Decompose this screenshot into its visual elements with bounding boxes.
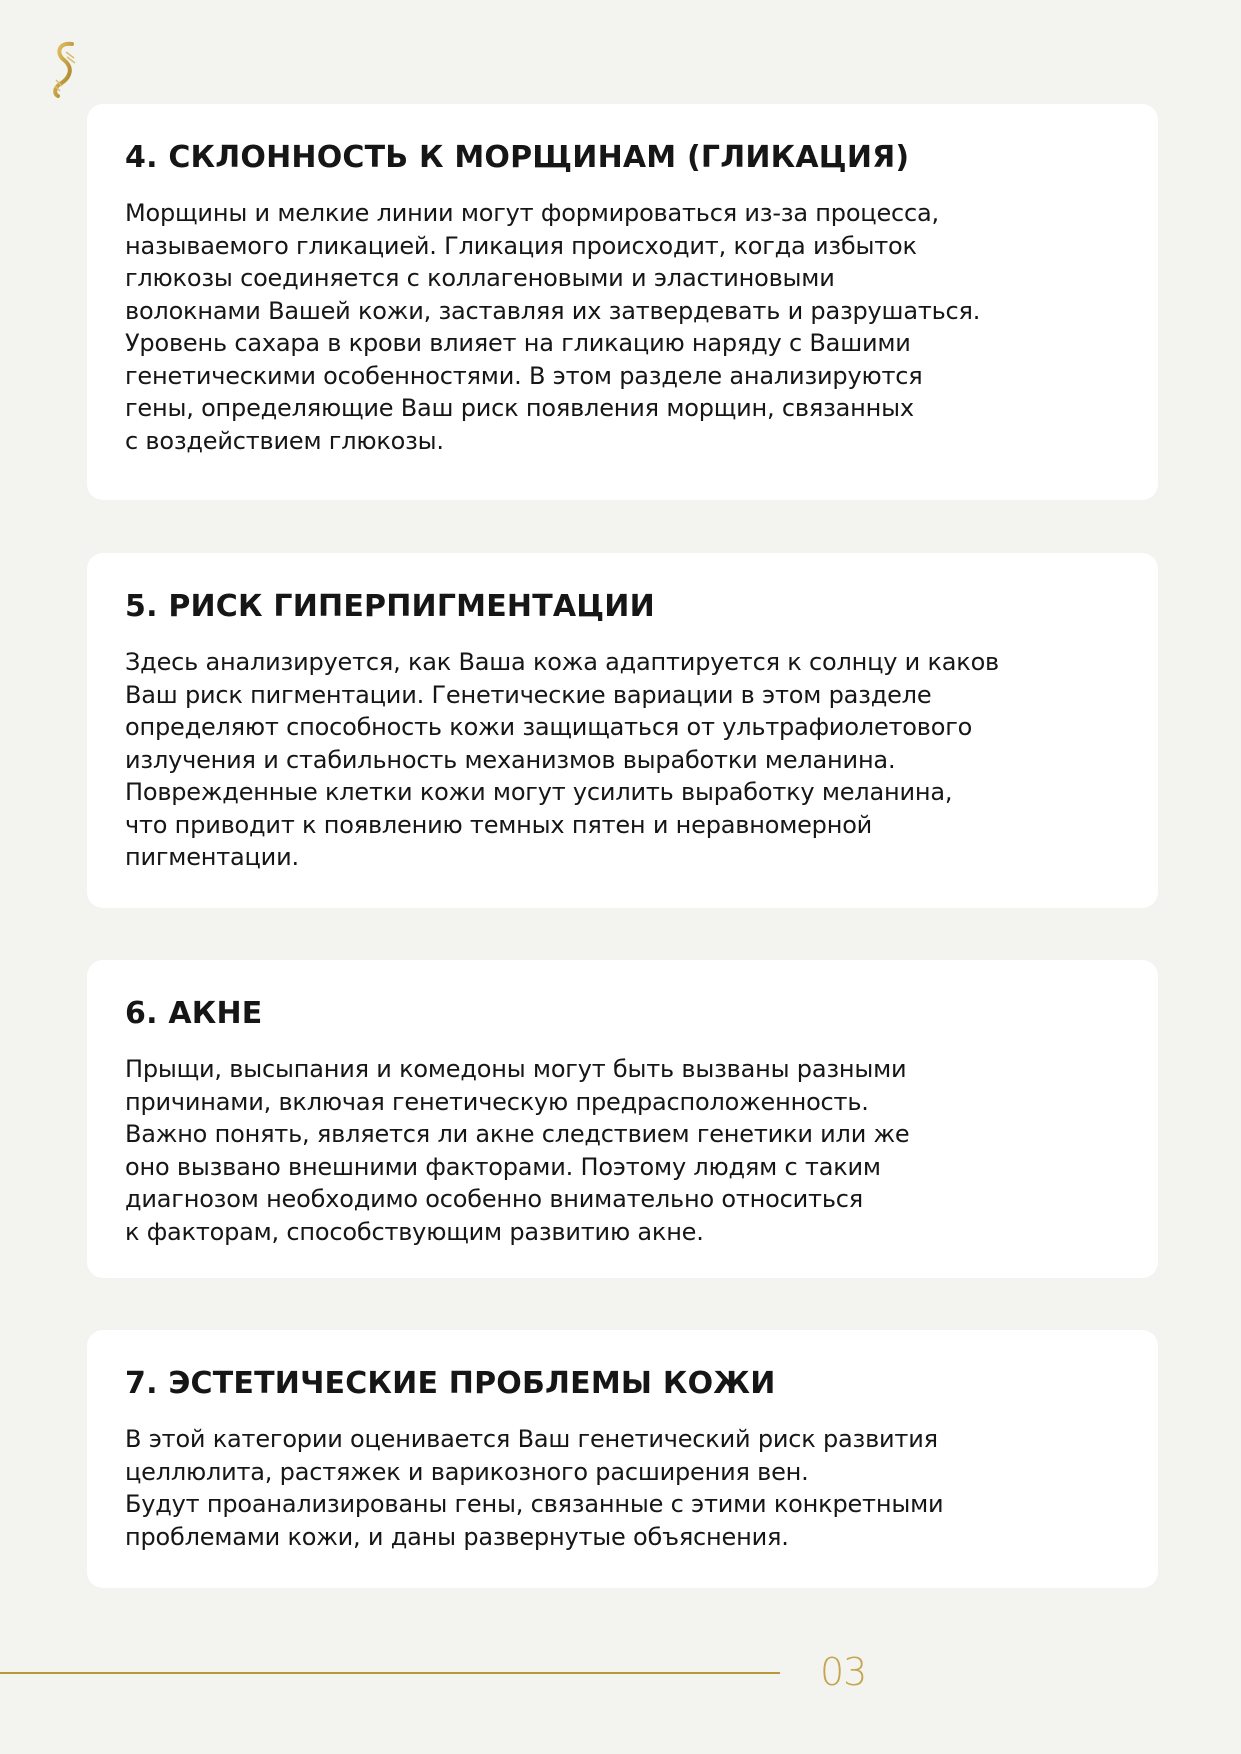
- body-line: к факторам, способствующим развитию акне…: [125, 1217, 704, 1246]
- body-line: Важно понять, является ли акне следствие…: [125, 1120, 910, 1148]
- section-body: В этой категории оценивается Ваш генетич…: [125, 1423, 1120, 1553]
- body-line: волокнами Вашей кожи, заставляя их затве…: [125, 296, 981, 325]
- body-line: причинами, включая генетическую предрасп…: [125, 1087, 869, 1116]
- body-line: целлюлита, растяжек и варикозного расшир…: [125, 1457, 809, 1486]
- footer-rule: [0, 1672, 780, 1674]
- section-body: Морщины и мелкие линии могут формировать…: [125, 197, 1120, 457]
- body-line: В этой категории оценивается Ваш генетич…: [125, 1425, 938, 1453]
- dna-helix-logo-icon: [53, 41, 76, 98]
- section-title: 6. АКНЕ: [125, 996, 263, 1031]
- body-line: определяют способность кожи защищаться о…: [125, 713, 973, 741]
- body-line: излучения и стабильность механизмов выра…: [125, 745, 896, 774]
- section-title: 5. РИСК ГИПЕРПИГМЕНТАЦИИ: [125, 589, 655, 624]
- body-line: глюкозы соединяется с коллагеновыми и эл…: [125, 264, 835, 292]
- body-line: генетическими особенностями. В этом разд…: [125, 361, 923, 390]
- body-line: с воздействием глюкозы.: [125, 426, 444, 455]
- body-line: Прыщи, высыпания и комедоны могут быть в…: [125, 1055, 907, 1083]
- section-title: 7. ЭСТЕТИЧЕСКИЕ ПРОБЛЕМЫ КОЖИ: [125, 1366, 776, 1401]
- body-line: проблемами кожи, и даны развернутые объя…: [125, 1522, 789, 1551]
- body-line: Поврежденные клетки кожи могут усилить в…: [125, 778, 953, 806]
- body-line: оно вызвано внешними факторами. Поэтому …: [125, 1152, 881, 1181]
- section-title: 4. СКЛОННОСТЬ К МОРЩИНАМ (ГЛИКАЦИЯ): [125, 140, 910, 175]
- body-line: Здесь анализируется, как Ваша кожа адапт…: [125, 648, 1000, 676]
- page-number: 03: [820, 1650, 867, 1694]
- body-line: пигментации.: [125, 843, 299, 871]
- body-line: Ваш риск пигментации. Генетические вариа…: [125, 680, 932, 709]
- section-card-aesthetic-skin-problems: 7. ЭСТЕТИЧЕСКИЕ ПРОБЛЕМЫ КОЖИ В этой кат…: [87, 1330, 1158, 1588]
- body-line: Морщины и мелкие линии могут формировать…: [125, 199, 939, 227]
- section-body: Здесь анализируется, как Ваша кожа адапт…: [125, 646, 1120, 874]
- section-card-glycation: 4. СКЛОННОСТЬ К МОРЩИНАМ (ГЛИКАЦИЯ) Морщ…: [87, 104, 1158, 500]
- body-line: диагнозом необходимо особенно внимательн…: [125, 1185, 863, 1213]
- section-card-acne: 6. АКНЕ Прыщи, высыпания и комедоны могу…: [87, 960, 1158, 1278]
- body-line: Уровень сахара в крови влияет на гликаци…: [125, 329, 911, 357]
- body-line: гены, определяющие Ваш риск появления мо…: [125, 394, 914, 422]
- body-line: называемого гликацией. Гликация происход…: [125, 231, 917, 260]
- body-line: Будут проанализированы гены, связанные с…: [125, 1490, 944, 1518]
- section-body: Прыщи, высыпания и комедоны могут быть в…: [125, 1053, 1120, 1248]
- body-line: что приводит к появлению темных пятен и …: [125, 810, 873, 839]
- section-card-hyperpigmentation: 5. РИСК ГИПЕРПИГМЕНТАЦИИ Здесь анализиру…: [87, 553, 1158, 908]
